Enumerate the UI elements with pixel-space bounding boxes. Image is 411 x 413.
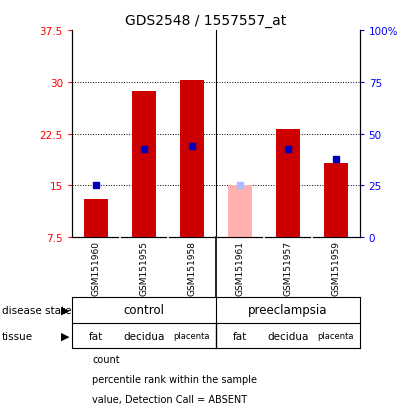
Bar [228,185,252,237]
Text: tissue: tissue [2,331,33,341]
Text: placenta: placenta [317,331,354,340]
Text: fat: fat [233,331,247,341]
Text: preeclampsia: preeclampsia [248,304,328,317]
Text: percentile rank within the sample: percentile rank within the sample [92,374,257,384]
Text: GSM151957: GSM151957 [283,240,292,295]
Text: fat: fat [89,331,103,341]
Text: decidua: decidua [267,331,308,341]
Text: GSM151961: GSM151961 [235,240,244,295]
Text: disease state: disease state [2,305,72,315]
Text: GDS2548 / 1557557_at: GDS2548 / 1557557_at [125,14,286,28]
Text: count: count [92,354,120,364]
Bar [84,199,108,237]
Text: GSM151958: GSM151958 [187,240,196,295]
Text: value, Detection Call = ABSENT: value, Detection Call = ABSENT [92,394,247,404]
Text: GSM151960: GSM151960 [91,240,100,295]
Bar [276,129,300,237]
Bar [180,81,204,237]
Bar [132,92,156,237]
Text: ▶: ▶ [61,331,69,341]
Bar [324,164,348,237]
Text: GSM151955: GSM151955 [139,240,148,295]
Text: placenta: placenta [173,331,210,340]
Text: control: control [123,304,164,317]
Text: ▶: ▶ [61,305,69,315]
Text: GSM151959: GSM151959 [331,240,340,295]
Text: decidua: decidua [123,331,164,341]
